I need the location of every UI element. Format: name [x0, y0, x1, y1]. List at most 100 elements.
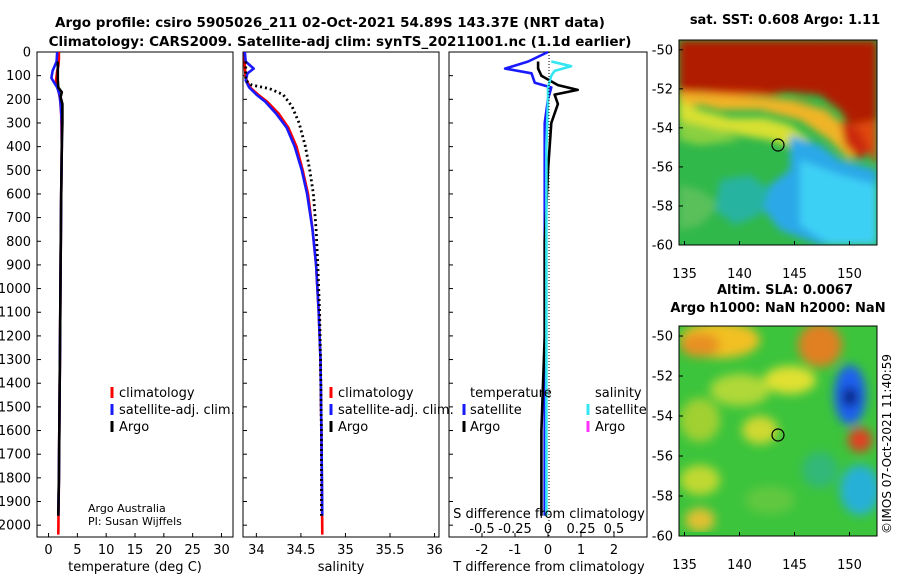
- map-y-tick-label: -54: [652, 121, 673, 136]
- temperature-panel: [36, 51, 234, 538]
- depth-tick-label: 100: [6, 69, 31, 84]
- x-tick-label: 34.5: [286, 543, 315, 558]
- depth-tick-label: 1300: [0, 353, 31, 368]
- imos-watermark: ©IMOS 07-Oct-2021 11:40:59: [880, 354, 894, 534]
- program-credit: Argo Australia: [88, 502, 166, 515]
- x-tick-label: 15: [127, 543, 144, 558]
- depth-tick-label: 700: [6, 211, 31, 226]
- legend-argo-label: Argo: [338, 420, 368, 435]
- x-tick-label: 0: [44, 543, 52, 558]
- legend-satellite-label: satellite-adj. clim.: [119, 403, 235, 418]
- legend-satellite-label: satellite-adj. clim.: [338, 403, 454, 418]
- x-tick-label: 0: [544, 543, 552, 558]
- figure-title-line2: Climatology: CARS2009. Satellite-adj cli…: [49, 34, 632, 50]
- depth-tick-label: 1100: [0, 306, 31, 321]
- depth-tick-label: 400: [6, 140, 31, 155]
- map-y-tick-label: -50: [652, 43, 673, 58]
- x-tick-label: 1: [577, 543, 585, 558]
- x-tick-label: 35.5: [376, 543, 405, 558]
- map-x-tick-label: 140: [727, 558, 752, 573]
- sst-argo-marker: [771, 138, 785, 152]
- x-tick-label: 20: [156, 543, 173, 558]
- x-tick-label: 34: [248, 543, 265, 558]
- legend-climatology-label: climatology: [338, 386, 414, 401]
- map-y-tick-label: -60: [652, 239, 673, 254]
- depth-tick-label: 800: [6, 235, 31, 250]
- sla-heatmap: [679, 326, 877, 536]
- x-tick-label: 2: [610, 543, 618, 558]
- salinity-xlabel: salinity: [318, 560, 365, 575]
- x-tick-label: -2: [476, 543, 489, 558]
- depth-tick-label: 0: [23, 46, 31, 61]
- pi-credit: PI: Susan Wijffels: [88, 515, 182, 528]
- sla-map-frame: [678, 325, 878, 537]
- map-x-tick-label: 145: [782, 558, 807, 573]
- map-y-tick-label: -60: [652, 530, 673, 545]
- x-tick-label: 35: [337, 543, 354, 558]
- depth-tick-label: 1500: [0, 400, 31, 415]
- depth-tick-label: 1800: [0, 471, 31, 486]
- t-difference-xlabel: T difference from climatology: [452, 560, 645, 575]
- map-y-tick-label: -58: [652, 490, 673, 505]
- sla-map-title-line2: Argo h1000: NaN h2000: NaN: [670, 301, 885, 316]
- series-line-satellite-s: [545, 60, 573, 516]
- legend-satellite-t-label: satellite: [470, 403, 522, 418]
- x-tick-label: 30: [213, 543, 230, 558]
- map-x-tick-label: 145: [782, 267, 807, 282]
- x-tick-label: 25: [184, 543, 201, 558]
- map-x-tick-label: 140: [727, 267, 752, 282]
- map-y-tick-label: -54: [652, 410, 673, 425]
- x-tick-label: 36: [426, 543, 443, 558]
- figure-title-line1: Argo profile: csiro 5905026_211 02-Oct-2…: [55, 15, 605, 31]
- salinity-panel: [242, 51, 440, 538]
- map-y-tick-label: -56: [652, 160, 673, 175]
- depth-tick-label: 1600: [0, 424, 31, 439]
- legend-argo-t-label: Argo: [470, 420, 500, 435]
- map-x-tick-label: 150: [837, 267, 862, 282]
- map-y-tick-label: -56: [652, 450, 673, 465]
- salinity-legend: climatology satellite-adj. clim. Argo: [329, 386, 454, 435]
- x-tick-label: 5: [73, 543, 81, 558]
- series-line-argo: [244, 61, 323, 516]
- sst-map-frame: [678, 39, 878, 246]
- depth-tick-label: 1200: [0, 329, 31, 344]
- x-tick-label: 10: [98, 543, 115, 558]
- temperature-legend: climatology satellite-adj. clim. Argo: [110, 386, 235, 435]
- map-y-tick-label: -58: [652, 199, 673, 214]
- depth-tick-label: 1400: [0, 377, 31, 392]
- depth-tick-label: 600: [6, 187, 31, 202]
- legend-argo-s-label: Argo: [595, 420, 625, 435]
- legend-temperature-title: temperature: [470, 386, 552, 401]
- sla-map-title-line1: Altim. SLA: 0.0067: [717, 283, 853, 298]
- legend-climatology-label: climatology: [119, 386, 195, 401]
- legend-argo-label: Argo: [119, 420, 149, 435]
- depth-tick-label: 1700: [0, 448, 31, 463]
- s-tick-label: 0.5: [604, 522, 625, 537]
- map-y-tick-label: -52: [652, 370, 673, 385]
- legend-salinity-title: salinity: [595, 386, 642, 401]
- legend-satellite-s-label: satellite: [595, 403, 647, 418]
- sst-heatmap: [679, 40, 877, 245]
- series-line-satellite-adj-clim-: [243, 51, 324, 516]
- map-x-tick-label: 135: [672, 558, 697, 573]
- s-difference-xlabel: S difference from climatology: [453, 507, 645, 522]
- depth-tick-label: 200: [6, 93, 31, 108]
- map-x-tick-label: 135: [672, 267, 697, 282]
- s-tick-label: -0.25: [498, 522, 532, 537]
- series-line-argo-t: [536, 61, 580, 516]
- depth-tick-label: 1900: [0, 495, 31, 510]
- depth-tick-label: 300: [6, 116, 31, 131]
- depth-tick-label: 900: [6, 258, 31, 273]
- map-y-tick-label: -50: [652, 330, 673, 345]
- depth-tick-label: 2000: [0, 519, 31, 534]
- s-tick-label: 0.25: [567, 522, 596, 537]
- sla-argo-marker: [771, 428, 785, 442]
- x-tick-label: -1: [509, 543, 522, 558]
- difference-legend: temperature satellite Argo salinity sate…: [462, 386, 647, 435]
- s-tick-label: -0.5: [469, 522, 494, 537]
- s-tick-label: 0: [544, 522, 552, 537]
- sst-map-title: sat. SST: 0.608 Argo: 1.11: [690, 13, 880, 28]
- map-y-tick-label: -52: [652, 82, 673, 97]
- series-line-argo: [56, 61, 64, 516]
